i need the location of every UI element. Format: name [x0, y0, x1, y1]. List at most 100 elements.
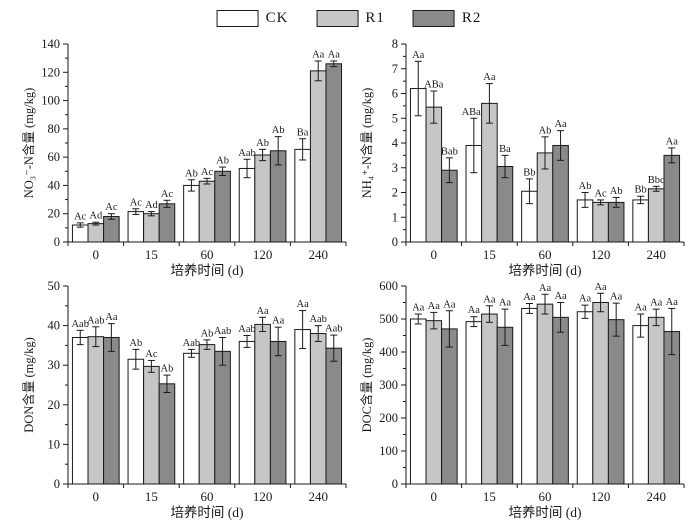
bar-ck-60: [183, 352, 200, 485]
bar-r1-240: [647, 188, 665, 243]
bar-r2-240: [325, 63, 343, 243]
y-tick-label: 80: [48, 122, 61, 136]
significance-letter: Ab: [161, 364, 174, 375]
significance-letter: ABa: [424, 80, 444, 91]
significance-letter: Ab: [256, 138, 269, 149]
chart-doc: 0 100 200 300 400 500 600 0 Aa Aa Aa 15 Aa Aa Aa 60 Aa Aa…: [358, 276, 690, 522]
significance-letter: Aa: [635, 303, 648, 314]
significance-letter: Aa: [412, 303, 425, 314]
y-axis-title: NO₃⁻-N含量 (mg/kg): [21, 88, 36, 199]
bar-r2-60: [214, 170, 231, 243]
significance-letter: Aa: [297, 299, 310, 310]
bar-r1-60: [198, 344, 216, 485]
bar-ck-15: [127, 358, 145, 485]
x-tick-label: 15: [483, 489, 496, 504]
significance-letter: Aa: [256, 306, 269, 317]
bar-r2-15: [158, 203, 176, 243]
bar-r1-120: [254, 323, 271, 485]
significance-letter: Aa: [579, 294, 592, 305]
y-tick-label: 1: [392, 210, 398, 224]
y-tick-label: 60: [48, 150, 61, 164]
x-tick-label: 15: [483, 247, 496, 262]
y-tick-label: 40: [48, 178, 61, 192]
bar-ck-15: [465, 321, 483, 485]
significance-letter: Ac: [161, 189, 174, 200]
significance-letter: Aab: [325, 324, 343, 335]
significance-letter: Aa: [594, 282, 607, 293]
significance-letter: Aab: [214, 326, 232, 337]
bar-ck-60: [183, 184, 200, 243]
x-tick-label: 120: [591, 489, 611, 504]
y-tick-label: 10: [48, 437, 61, 451]
significance-letter: Ad: [145, 200, 159, 211]
bar-r2-120: [607, 319, 625, 485]
significance-letter: Aa: [328, 49, 341, 60]
bar-r2-0: [441, 328, 458, 485]
y-tick-label: 2: [392, 186, 398, 200]
bar-r1-15: [143, 213, 160, 243]
significance-letter: Ba: [499, 144, 511, 155]
bar-r1-60: [536, 303, 554, 485]
significance-letter: Aa: [650, 298, 663, 309]
significance-letter: Ab: [129, 338, 142, 349]
significance-letter: Ab: [201, 328, 214, 339]
chart-svg-nh4n: 0123456780AaABaBab15ABabAaBa60BbAbAa120A…: [359, 37, 685, 278]
significance-letter: Aa: [412, 50, 425, 61]
bar-ck-60: [521, 307, 538, 485]
significance-letter: Aa: [666, 297, 679, 308]
bar-ck-120: [576, 311, 594, 485]
significance-letter: Aa: [483, 72, 496, 83]
y-tick-label: 5: [392, 111, 398, 125]
bar-r2-60: [552, 316, 569, 485]
y-tick-label: 7: [392, 62, 398, 76]
bar-r2-0: [103, 216, 120, 243]
bar-r1-120: [592, 302, 609, 485]
y-tick-label: 30: [48, 358, 61, 372]
significance-letter: Aa: [539, 283, 552, 294]
significance-letter: Bb: [523, 167, 535, 178]
x-axis-title: 培养时间 (d): [170, 263, 243, 278]
legend-label-ck: CK: [265, 10, 289, 26]
bar-r1-0: [87, 223, 105, 243]
significance-letter: Aa: [483, 294, 496, 305]
significance-letter: ABab: [462, 107, 487, 118]
significance-letter: Bb: [634, 185, 646, 196]
bar-r2-240: [325, 347, 343, 485]
bar-ck-120: [238, 167, 256, 243]
bar-r1-60: [198, 180, 216, 243]
significance-letter: Ac: [105, 202, 118, 213]
x-tick-label: 0: [431, 247, 438, 262]
significance-letter: Aa: [468, 305, 481, 316]
x-tick-label: 60: [539, 247, 552, 262]
bar-r1-120: [254, 154, 271, 243]
bar-ck-120: [238, 340, 256, 485]
significance-letter: Ac: [145, 349, 158, 360]
bar-ck-240: [632, 325, 649, 485]
y-axis-title: NH₄⁺-N含量 (mg/kg): [359, 88, 374, 199]
significance-letter: Aab: [71, 319, 89, 330]
y-tick-label: 120: [41, 65, 60, 79]
x-axis-title: 培养时间 (d): [170, 505, 243, 520]
bar-r2-120: [269, 340, 287, 485]
bar-ck-240: [294, 329, 311, 485]
y-tick-label: 4: [392, 136, 399, 150]
bar-r2-0: [103, 336, 120, 485]
x-tick-label: 15: [145, 247, 158, 262]
significance-letter: Ac: [74, 211, 87, 222]
significance-letter: Aa: [105, 312, 118, 323]
y-tick-label: 50: [48, 279, 61, 293]
y-tick-label: 140: [41, 37, 60, 51]
x-tick-label: 60: [201, 247, 214, 262]
significance-letter: Aab: [87, 315, 105, 326]
significance-letter: Aa: [554, 119, 567, 130]
x-tick-label: 240: [308, 247, 328, 262]
y-tick-label: 0: [54, 477, 60, 491]
legend-swatch-ck: [216, 10, 259, 27]
significance-letter: Ab: [539, 125, 552, 136]
legend-swatch-r1: [316, 10, 359, 27]
bar-r2-15: [496, 326, 514, 485]
y-tick-label: 100: [379, 444, 398, 458]
significance-letter: Ac: [130, 197, 143, 208]
y-tick-label: 3: [392, 161, 398, 175]
